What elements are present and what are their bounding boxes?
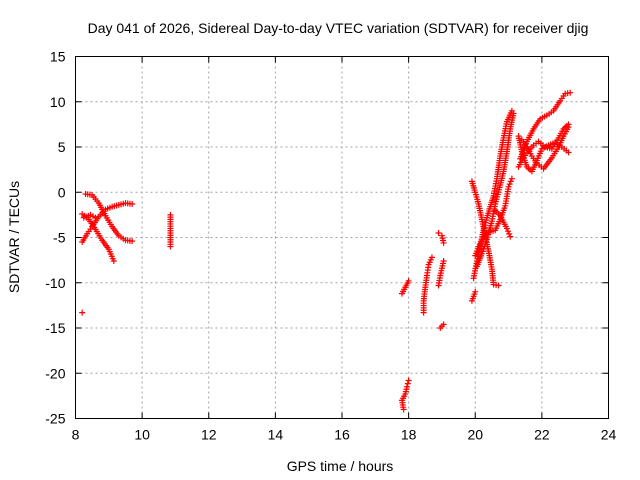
y-tick-labels: 15 10 5 0 -5 -10 -15 -20 -25 (45, 49, 65, 427)
data-point (440, 239, 447, 246)
data-point (503, 225, 510, 232)
data-point (129, 238, 136, 245)
data-point (435, 229, 442, 236)
data-point (472, 288, 479, 295)
data-point (404, 380, 411, 387)
x-axis-label: GPS time / hours (287, 458, 394, 474)
y-tick-label: 5 (58, 139, 66, 155)
data-point (507, 233, 514, 240)
y-tick-label: 15 (50, 49, 66, 65)
data-point (110, 258, 117, 265)
data-point (565, 124, 572, 131)
data-point (565, 149, 572, 156)
data-point (129, 201, 136, 208)
data-point (405, 377, 412, 384)
data-point (79, 309, 86, 316)
data-point (440, 258, 447, 265)
x-tick-label: 24 (601, 427, 617, 443)
data-point (505, 183, 512, 190)
x-tick-label: 20 (467, 427, 483, 443)
data-point (505, 228, 512, 235)
y-tick-label: -15 (45, 320, 65, 336)
data-point (507, 178, 514, 185)
y-tick-label: 10 (50, 94, 66, 110)
x-tick-label: 22 (534, 427, 550, 443)
data-point (506, 181, 513, 188)
data-point (403, 383, 410, 390)
data-point (506, 230, 513, 237)
y-tick-label: -25 (45, 411, 65, 427)
plot-frame (75, 56, 609, 419)
data-point (167, 243, 174, 250)
x-tick-labels: 8 10 12 14 16 18 20 22 24 (72, 427, 617, 443)
x-tick-label: 8 (72, 427, 80, 443)
x-tick-label: 12 (201, 427, 217, 443)
chart-title: Day 041 of 2026, Sidereal Day-to-day VTE… (88, 20, 589, 36)
data-point (510, 110, 517, 117)
data-point (508, 175, 515, 182)
x-tick-label: 10 (134, 427, 150, 443)
y-tick-label: -5 (53, 230, 66, 246)
y-axis-label: SDTVAR / TECUs (6, 181, 22, 293)
y-tick-label: 0 (58, 184, 66, 200)
x-tick-label: 16 (334, 427, 350, 443)
x-tick-label: 18 (401, 427, 417, 443)
data-point (405, 277, 412, 284)
data-point (428, 254, 435, 261)
y-tick-label: -10 (45, 275, 65, 291)
data-point (567, 89, 574, 96)
data-point (440, 321, 447, 328)
x-tick-label: 14 (268, 427, 284, 443)
y-tick-label: -20 (45, 365, 65, 381)
data-point (92, 214, 99, 221)
data-point (495, 282, 502, 289)
data-points (79, 89, 574, 413)
grid-lines (75, 56, 609, 419)
